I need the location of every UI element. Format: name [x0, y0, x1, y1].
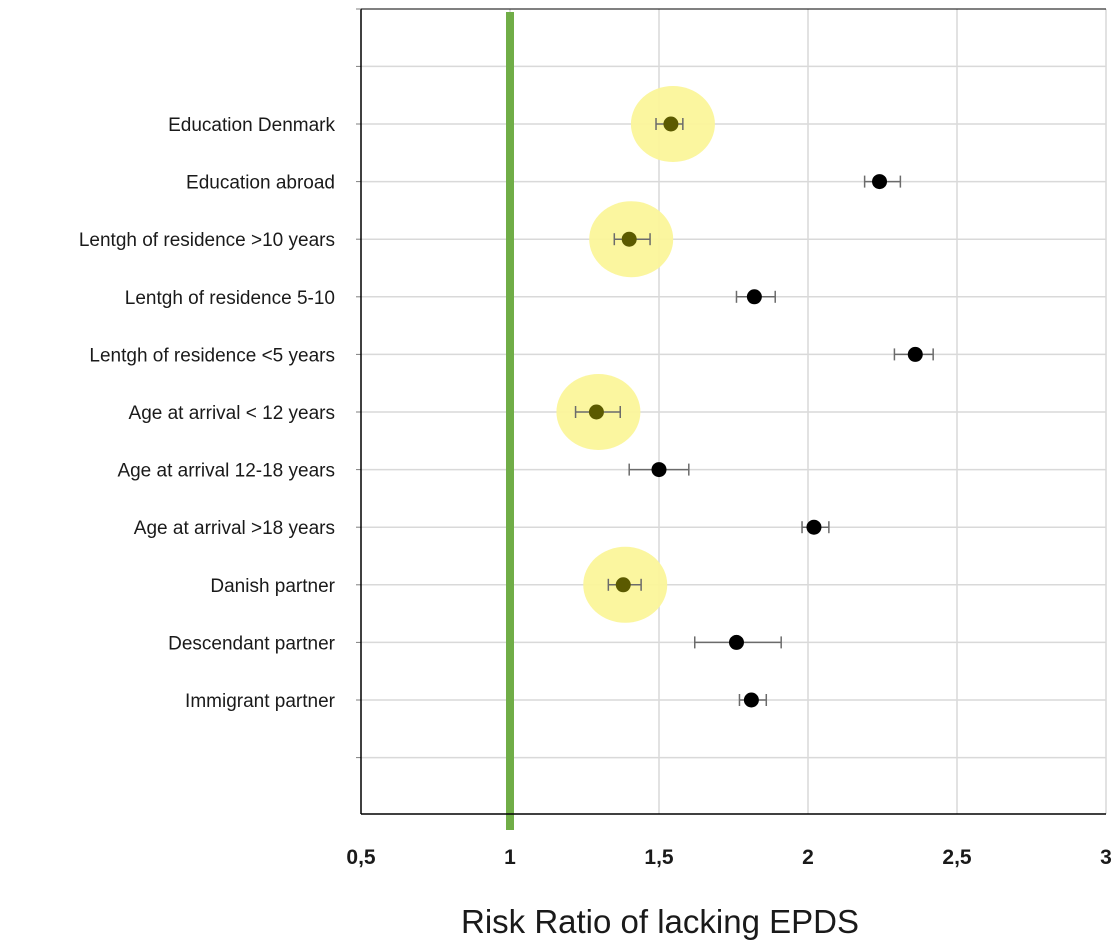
data-point	[615, 577, 631, 593]
x-axis-title: Risk Ratio of lacking EPDS	[461, 903, 859, 940]
category-label: Lentgh of residence <5 years	[89, 345, 335, 366]
gridlines	[361, 9, 1107, 814]
data-point	[746, 289, 762, 305]
axes	[356, 8, 1106, 815]
data-point	[907, 346, 923, 362]
x-tick-label: 2	[802, 846, 814, 869]
category-label: Immigrant partner	[185, 691, 336, 712]
category-label: Education abroad	[186, 173, 335, 194]
data-point	[728, 634, 744, 650]
category-label: Danish partner	[210, 576, 335, 597]
data-point	[743, 692, 759, 708]
data-point	[588, 404, 604, 420]
x-tick-labels: 0,5 1 1,5 2 2,5 3	[346, 846, 1111, 869]
x-tick-label: 3	[1100, 846, 1112, 869]
data-point	[651, 462, 667, 478]
x-tick-label: 1,5	[644, 846, 674, 869]
x-tick-label: 0,5	[346, 846, 376, 869]
x-tick-label: 2,5	[942, 846, 972, 869]
data-point	[806, 519, 822, 535]
category-label: Education Denmark	[168, 115, 335, 136]
x-tick-label: 1	[504, 846, 516, 869]
category-label: Age at arrival 12-18 years	[117, 461, 335, 482]
category-label: Age at arrival < 12 years	[129, 403, 335, 424]
category-label: Descendant partner	[168, 633, 336, 654]
points	[588, 116, 923, 708]
category-label: Age at arrival >18 years	[134, 518, 335, 539]
category-label: Lentgh of residence >10 years	[79, 230, 335, 251]
category-labels: Education Denmark Education abroad Lentgh …	[79, 115, 336, 712]
data-point	[663, 116, 679, 132]
data-point	[872, 174, 888, 190]
data-point	[621, 231, 637, 247]
category-label: Lentgh of residence 5-10	[125, 288, 335, 309]
